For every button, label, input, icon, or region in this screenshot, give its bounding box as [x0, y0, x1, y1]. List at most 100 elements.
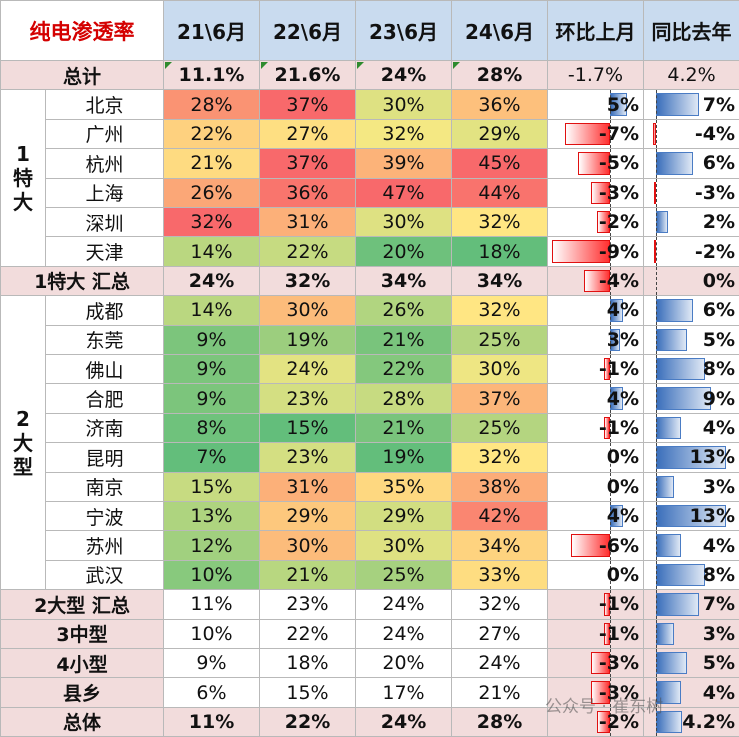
mom-data-bar: [603, 416, 610, 440]
value-cell: 31%: [260, 472, 356, 502]
mom-cell: -5%: [548, 149, 644, 179]
note-marker: [357, 62, 364, 69]
value-cell: 45%: [452, 149, 548, 179]
value-cell: 10%: [164, 560, 260, 591]
mom-cell: -3%: [548, 178, 644, 208]
yoy-cell: 5%: [644, 325, 739, 355]
mom-value: -1%: [598, 622, 639, 645]
city-label: 北京: [46, 90, 164, 120]
yoy-bar-axis: [656, 178, 657, 207]
mom-data-bar: [590, 681, 610, 704]
row-label: 县乡: [1, 678, 164, 708]
yoy-cell: 6%: [644, 296, 739, 326]
mom-value: -1%: [598, 358, 639, 381]
yoy-bar-axis: [656, 707, 657, 737]
yoy-bar-axis: [656, 443, 657, 472]
mom-bar-axis: [610, 208, 611, 237]
yoy-value: 0%: [702, 269, 735, 292]
value-cell: 32%: [260, 266, 356, 297]
mom-bar-axis: [610, 178, 611, 207]
mom-bar-axis: [610, 649, 611, 678]
yoy-cell: 4%: [644, 678, 739, 708]
mom-value: 3%: [606, 328, 639, 351]
mom-value: 4%: [606, 387, 639, 410]
mom-cell: -1%: [548, 355, 644, 385]
mom-value: 0%: [606, 446, 639, 469]
yoy-data-bar: [656, 358, 706, 381]
mom-cell: 4%: [548, 502, 644, 532]
value-cell: 25%: [452, 325, 548, 355]
city-label: 广州: [46, 119, 164, 150]
value-cell: 32%: [452, 296, 548, 326]
mom-value: -1%: [598, 593, 639, 616]
yoy-bar-axis: [656, 619, 657, 648]
mom-value: -4%: [598, 269, 639, 292]
value-cell: 25%: [356, 560, 452, 591]
yoy-cell: 9%: [644, 384, 739, 414]
mom-value: 4%: [606, 299, 639, 322]
value-cell: 23%: [260, 384, 356, 414]
yoy-bar-axis: [656, 325, 657, 354]
city-label: 南京: [46, 472, 164, 502]
yoy-data-bar: [656, 152, 693, 175]
yoy-cell: 4.2%: [644, 61, 739, 91]
value-cell: 23%: [260, 590, 356, 620]
yoy-value: 5%: [702, 328, 735, 351]
value-cell: 17%: [356, 678, 452, 708]
mom-bar-axis: [610, 296, 611, 325]
value-cell: 19%: [356, 443, 452, 473]
yoy-cell: -2%: [644, 237, 739, 267]
mom-cell: 0%: [548, 443, 644, 473]
yoy-data-bar: [656, 534, 681, 557]
yoy-cell: -4%: [644, 119, 739, 150]
value-cell: 14%: [164, 296, 260, 326]
yoy-cell: 3%: [644, 619, 739, 649]
value-cell: 34%: [356, 266, 452, 297]
mom-cell: 4%: [548, 384, 644, 414]
value-cell: 18%: [452, 237, 548, 267]
value-cell: 9%: [164, 384, 260, 414]
value-cell: 22%: [164, 119, 260, 150]
yoy-cell: 5%: [644, 649, 739, 679]
yoy-value: 6%: [702, 299, 735, 322]
yoy-data-bar: [656, 475, 675, 498]
group-label: 1特大: [1, 90, 46, 267]
value-cell: 37%: [260, 90, 356, 120]
value-cell: 44%: [452, 178, 548, 208]
yoy-bar-axis: [656, 678, 657, 707]
value-cell: 8%: [164, 413, 260, 444]
mom-value: -2%: [598, 211, 639, 234]
yoy-data-bar: [656, 93, 700, 116]
yoy-data-bar: [656, 563, 706, 587]
yoy-bar-axis: [656, 649, 657, 678]
city-label: 天津: [46, 237, 164, 267]
column-header: 24\6月: [452, 1, 548, 61]
mom-bar-axis: [610, 619, 611, 648]
yoy-bar-axis: [656, 355, 657, 384]
value-cell: 21%: [356, 413, 452, 444]
value-cell: 30%: [260, 531, 356, 561]
mom-cell: -1%: [548, 413, 644, 444]
mom-value: -5%: [598, 152, 639, 175]
mom-data-bar: [590, 181, 610, 204]
column-header: 同比去年: [644, 1, 739, 61]
value-cell: 27%: [260, 119, 356, 150]
value-cell: 37%: [260, 149, 356, 179]
yoy-value: 4%: [702, 681, 735, 704]
yoy-data-bar: [656, 622, 675, 645]
yoy-cell: 13%: [644, 443, 739, 473]
row-label: 总计: [1, 61, 164, 91]
value-cell: 32%: [164, 208, 260, 238]
note-marker: [453, 62, 460, 69]
yoy-cell: 4%: [644, 531, 739, 561]
yoy-cell: 4%: [644, 413, 739, 444]
yoy-data-bar: [656, 593, 700, 616]
value-cell: 18%: [260, 649, 356, 679]
value-cell: 30%: [452, 355, 548, 385]
value-cell: 38%: [452, 472, 548, 502]
value-cell: 21%: [260, 560, 356, 591]
yoy-bar-axis: [656, 90, 657, 119]
mom-bar-axis: [610, 560, 611, 590]
mom-data-bar: [584, 269, 610, 293]
note-marker: [261, 62, 268, 69]
